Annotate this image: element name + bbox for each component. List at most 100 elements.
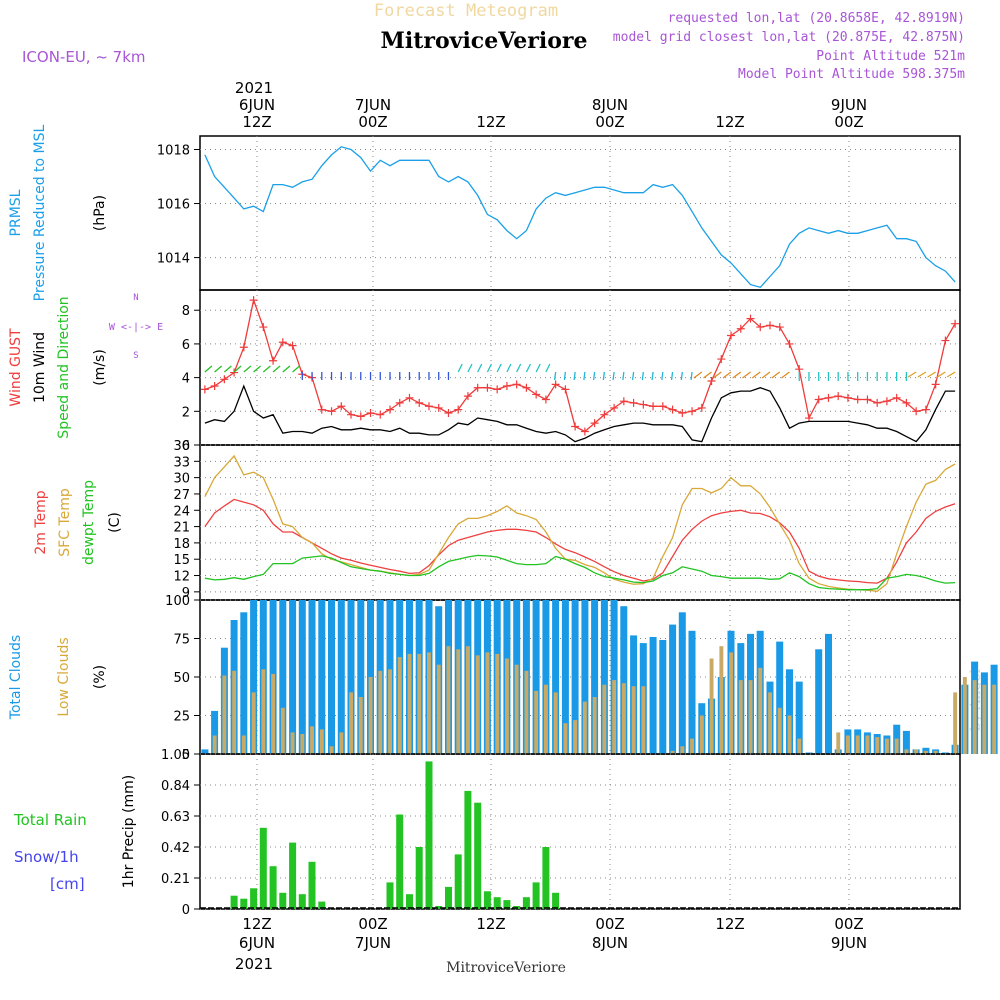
y-tick-label: 25 [173,710,190,725]
wind-direction-arrow [602,371,606,381]
gust-marker [804,414,813,423]
wind-direction-arrow [927,371,936,378]
bar-clouds-1 [319,729,324,754]
top-hour-label: 12Z [242,113,271,131]
gust-marker [814,395,823,404]
bar-clouds-1 [962,677,967,754]
bar-precipitation-0 [435,906,443,909]
bar-clouds-1 [602,684,607,754]
wind-direction-arrow [262,365,271,373]
bar-clouds-1 [777,707,782,754]
chart-subtitle: Forecast Meteogram [374,1,558,21]
y-tick-label: 4 [182,372,190,387]
y-tick-label: 6 [182,338,190,353]
y-tick-label: 75 [173,633,190,648]
gust-marker [522,383,531,392]
bar-clouds-1 [271,673,275,754]
bottom-hour-label: 12Z [715,915,744,933]
gust-marker [834,392,843,401]
bar-clouds-1 [417,653,422,754]
bar-clouds-1 [797,738,802,754]
bar-clouds-1 [436,664,441,754]
gust-marker [249,296,258,305]
gust-marker [824,393,833,402]
bar-precipitation-0 [240,898,248,909]
model-point-altitude: Model Point Altitude 598.375m [738,67,965,82]
y-tick-label: 0.21 [161,872,190,887]
gust-marker [746,314,755,323]
bar-clouds-0 [581,600,589,754]
gust-marker [327,407,336,416]
bar-precipitation-0 [230,895,238,909]
snow-label: Snow/1h [14,848,79,866]
panel-label: Total Clouds [8,635,24,720]
y-tick-label: 0.84 [161,779,190,794]
bar-clouds-1 [933,750,938,754]
wind-direction-arrow [583,371,586,381]
gust-marker [600,410,609,419]
bar-clouds-0 [347,600,355,754]
bar-clouds-1 [924,750,928,754]
gust-marker [580,427,589,436]
bar-clouds-1 [573,720,578,754]
wind-direction-arrow [612,371,615,381]
wind-direction-arrow [563,371,567,381]
bottom-hour-label: 00Z [595,915,624,933]
bar-clouds-1 [544,684,548,754]
gust-marker [571,422,580,431]
bar-clouds-1 [407,653,412,754]
bar-clouds-0 [552,600,560,754]
gust-marker [493,385,502,394]
y-tick-label: 36 [173,439,190,454]
wind-direction-arrow [253,365,262,373]
bar-clouds-1 [904,749,909,754]
gust-marker [356,412,365,421]
bar-clouds-1 [914,749,919,754]
bar-clouds-0 [542,600,550,754]
compass-south: S [133,351,138,361]
y-tick-label: 100 [165,594,190,609]
wind-direction-arrow [535,363,541,373]
wind-direction-arrow [282,365,291,373]
bar-clouds-0 [610,600,618,754]
bar-precipitation-0 [522,897,530,909]
bar-clouds-1 [875,737,880,754]
bar-clouds-0 [571,600,579,754]
wind-direction-arrow [917,371,927,378]
gust-marker [483,383,492,392]
bar-precipitation-0 [503,900,511,909]
wind-direction-arrow [486,363,493,373]
gust-marker [288,341,297,350]
bar-precipitation-0 [454,854,462,909]
wind-direction-arrow [545,363,551,373]
bar-clouds-1 [972,680,977,754]
wind-direction-arrow [712,371,722,379]
gust-marker [912,407,921,416]
bar-clouds-1 [280,707,285,754]
bar-precipitation-0 [532,882,540,909]
wind-direction-arrow [722,371,732,379]
panel-label: PRMSL [8,189,24,236]
panel-label: dewpt Temp [81,480,97,565]
wind-direction-arrow [516,363,522,373]
y-tick-label: 18 [173,537,190,552]
wind-direction-arrow [771,371,781,379]
bar-clouds-1 [534,690,539,754]
bar-clouds-1 [446,646,451,754]
gust-marker [717,355,726,364]
bar-clouds-1 [456,649,461,754]
bar-clouds-1 [222,675,227,754]
bar-clouds-1 [855,735,860,754]
bar-precipitation-0 [483,891,491,909]
bottom-hour-label: 12Z [242,915,271,933]
bar-clouds-0 [649,637,657,754]
wind-direction-arrow [272,365,281,373]
y-tick-label: 1014 [157,252,190,267]
bar-clouds-1 [505,658,509,754]
bar-clouds-1 [787,715,792,754]
bottom-hour-label: 00Z [834,915,863,933]
gust-marker [727,331,736,340]
wind-direction-arrow [670,371,674,381]
bar-clouds-1 [466,646,470,754]
